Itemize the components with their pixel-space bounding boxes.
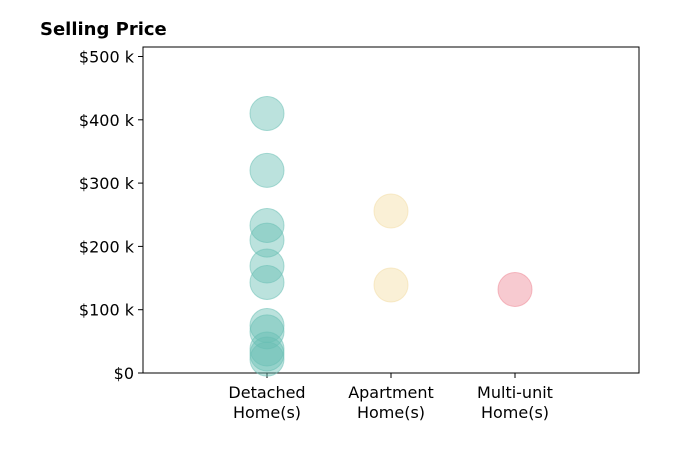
data-point xyxy=(373,193,409,229)
y-tick-label: $0 xyxy=(114,364,134,383)
data-point xyxy=(249,208,285,244)
data-point xyxy=(249,264,285,300)
y-tick-label: $300 k xyxy=(79,174,135,193)
y-tick-label: $200 k xyxy=(79,237,135,256)
data-point xyxy=(373,267,409,303)
data-point xyxy=(249,152,285,188)
data-point xyxy=(249,95,285,131)
x-axis: Detached Home(s) Apartment Home(s) Multi-uni… xyxy=(228,373,553,422)
data-point xyxy=(249,331,285,367)
data-point xyxy=(249,222,285,258)
chart-title: Selling Price xyxy=(40,19,167,40)
y-tick-label: $400 k xyxy=(79,111,135,130)
y-tick-label: $500 k xyxy=(79,47,135,66)
data-point xyxy=(249,336,285,372)
y-axis: $0 $100 k $200 k $300 k $400 k $500 k xyxy=(79,47,143,383)
x-tick-label: Apartment Home(s) xyxy=(348,383,434,422)
y-tick-label: $100 k xyxy=(79,301,135,320)
data-points xyxy=(249,95,533,377)
data-point xyxy=(249,341,285,377)
x-tick-label: Detached Home(s) xyxy=(228,383,305,422)
data-point xyxy=(497,271,533,307)
data-point xyxy=(249,248,285,284)
x-tick-label: Multi-unit Home(s) xyxy=(477,383,553,422)
